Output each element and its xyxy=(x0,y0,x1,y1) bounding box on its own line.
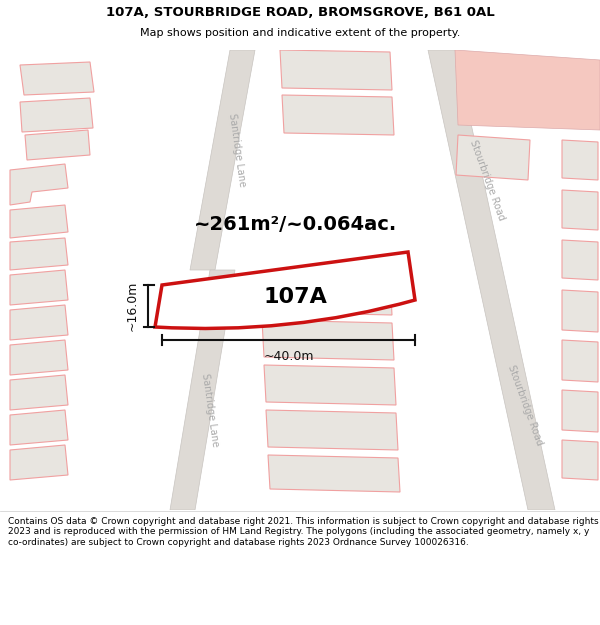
Text: Map shows position and indicative extent of the property.: Map shows position and indicative extent… xyxy=(140,28,460,38)
Polygon shape xyxy=(260,275,392,315)
Polygon shape xyxy=(562,440,598,480)
Polygon shape xyxy=(266,410,398,450)
Polygon shape xyxy=(20,98,93,132)
Polygon shape xyxy=(10,205,68,238)
Text: ~16.0m: ~16.0m xyxy=(125,281,139,331)
Text: 107A: 107A xyxy=(263,287,327,307)
Polygon shape xyxy=(25,130,90,160)
Polygon shape xyxy=(10,238,68,270)
Polygon shape xyxy=(10,445,68,480)
Text: Santridge Lane: Santridge Lane xyxy=(200,372,220,448)
Polygon shape xyxy=(10,340,68,375)
Text: Stourbridge Road: Stourbridge Road xyxy=(468,138,506,222)
Text: Contains OS data © Crown copyright and database right 2021. This information is : Contains OS data © Crown copyright and d… xyxy=(8,517,599,547)
Text: 107A, STOURBRIDGE ROAD, BROMSGROVE, B61 0AL: 107A, STOURBRIDGE ROAD, BROMSGROVE, B61 … xyxy=(106,6,494,19)
Polygon shape xyxy=(282,95,394,135)
Polygon shape xyxy=(262,320,394,360)
Polygon shape xyxy=(562,340,598,382)
Polygon shape xyxy=(562,390,598,432)
Polygon shape xyxy=(10,305,68,340)
Polygon shape xyxy=(268,455,400,492)
Text: Stourbridge Road: Stourbridge Road xyxy=(506,363,544,447)
Polygon shape xyxy=(562,190,598,230)
Polygon shape xyxy=(10,375,68,410)
Text: ~261m²/~0.064ac.: ~261m²/~0.064ac. xyxy=(193,216,397,234)
Polygon shape xyxy=(20,62,94,95)
Polygon shape xyxy=(190,50,255,270)
Polygon shape xyxy=(562,290,598,332)
Polygon shape xyxy=(455,50,600,130)
Polygon shape xyxy=(170,270,235,510)
Text: Santridge Lane: Santridge Lane xyxy=(227,112,247,188)
Polygon shape xyxy=(562,240,598,280)
Polygon shape xyxy=(10,164,68,205)
Polygon shape xyxy=(456,135,530,180)
PathPatch shape xyxy=(155,252,415,329)
Polygon shape xyxy=(428,50,555,510)
Polygon shape xyxy=(10,270,68,305)
Text: ~40.0m: ~40.0m xyxy=(263,349,314,362)
Polygon shape xyxy=(10,410,68,445)
Polygon shape xyxy=(264,365,396,405)
Polygon shape xyxy=(562,140,598,180)
Polygon shape xyxy=(280,50,392,90)
